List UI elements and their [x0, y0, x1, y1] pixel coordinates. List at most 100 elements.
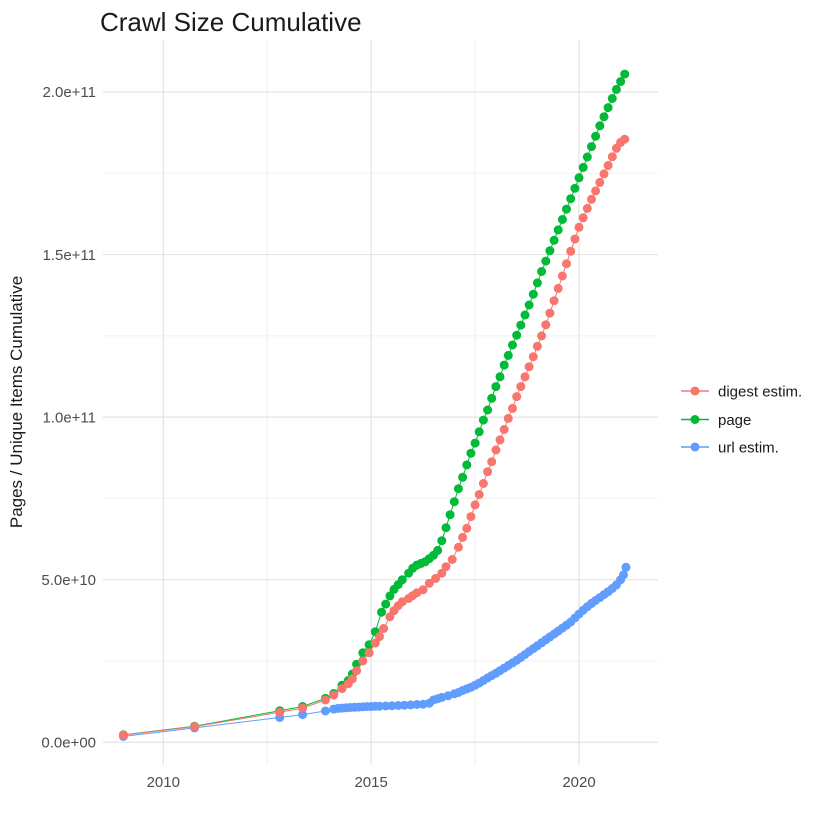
x-tick-label: 2020	[562, 774, 595, 791]
data-point	[532, 278, 542, 288]
data-point	[607, 152, 617, 162]
data-point	[118, 730, 128, 740]
data-point	[381, 599, 391, 609]
data-point	[587, 194, 596, 204]
data-point	[566, 194, 576, 204]
data-point	[524, 300, 534, 310]
data-point	[462, 523, 472, 533]
data-series-layer	[118, 69, 631, 741]
data-point	[528, 289, 538, 299]
data-point	[478, 415, 488, 425]
data-point	[532, 341, 542, 351]
data-point	[370, 638, 380, 648]
data-point	[611, 84, 621, 94]
data-point	[474, 490, 484, 499]
data-point	[578, 162, 588, 172]
data-point	[375, 632, 384, 642]
data-point	[520, 372, 530, 382]
data-point	[499, 425, 509, 434]
data-point	[433, 545, 443, 555]
legend-item: digest estim.	[681, 383, 802, 400]
data-point	[541, 256, 551, 266]
data-point	[495, 372, 505, 382]
data-point	[320, 695, 330, 705]
data-point	[453, 484, 463, 494]
data-point	[458, 472, 468, 482]
legend-item: page	[681, 412, 751, 429]
data-point	[320, 706, 330, 716]
data-point	[487, 393, 497, 403]
data-point	[557, 271, 567, 281]
data-point	[620, 134, 630, 144]
data-point	[621, 562, 631, 572]
data-point	[364, 648, 374, 658]
data-point	[595, 121, 605, 131]
data-point	[447, 555, 457, 564]
data-point	[545, 246, 555, 256]
data-point	[620, 69, 630, 79]
data-point	[591, 131, 601, 141]
data-point	[352, 666, 362, 676]
legend: digest estim. page url estim.	[681, 383, 802, 456]
data-point	[424, 578, 434, 588]
data-point	[503, 413, 513, 423]
data-point	[566, 246, 576, 256]
data-point	[298, 710, 308, 720]
data-point	[441, 523, 451, 533]
legend-key-dot	[690, 386, 700, 396]
data-point	[418, 585, 428, 595]
data-point	[599, 169, 609, 179]
data-point	[470, 438, 480, 448]
data-point	[437, 568, 447, 578]
data-point	[516, 320, 526, 330]
data-point	[478, 479, 488, 488]
data-point	[491, 445, 501, 455]
data-point	[397, 575, 407, 585]
data-point	[603, 161, 613, 170]
data-point	[578, 213, 588, 223]
data-point	[499, 360, 509, 370]
data-point	[574, 222, 584, 232]
data-point	[528, 352, 538, 362]
data-point	[445, 510, 455, 520]
y-tick-label: 1.5e+11	[42, 247, 96, 264]
data-point	[441, 562, 451, 572]
data-point	[508, 340, 517, 350]
data-point	[570, 183, 580, 193]
chart-title: Crawl Size Cumulative	[100, 7, 362, 37]
data-point	[483, 405, 493, 415]
data-point	[557, 215, 567, 224]
data-point	[462, 460, 472, 470]
data-point	[549, 296, 559, 306]
data-point	[503, 350, 513, 360]
data-point	[603, 103, 613, 113]
data-point	[379, 624, 389, 633]
legend-label: page	[718, 412, 751, 429]
data-point	[508, 403, 517, 413]
data-point	[516, 382, 526, 392]
data-point	[512, 330, 522, 340]
data-point	[595, 177, 605, 187]
data-point	[553, 225, 563, 235]
data-point	[358, 648, 368, 658]
data-point	[431, 573, 441, 583]
legend-label: digest estim.	[718, 383, 802, 400]
legend-label: url estim.	[718, 439, 779, 456]
data-point	[570, 234, 580, 244]
data-point	[347, 674, 357, 684]
y-tick-label: 1.0e+11	[42, 409, 96, 426]
data-point	[512, 392, 522, 402]
data-point	[385, 591, 395, 601]
data-point	[470, 500, 480, 510]
data-point	[377, 607, 386, 617]
data-point	[437, 536, 447, 546]
data-point	[453, 542, 463, 552]
data-point	[549, 235, 559, 245]
y-tick-label: 5.0e+10	[41, 572, 96, 589]
data-point	[591, 186, 601, 196]
series-line	[123, 567, 627, 737]
data-point	[337, 684, 347, 694]
data-point	[298, 703, 308, 713]
data-point	[329, 690, 339, 700]
